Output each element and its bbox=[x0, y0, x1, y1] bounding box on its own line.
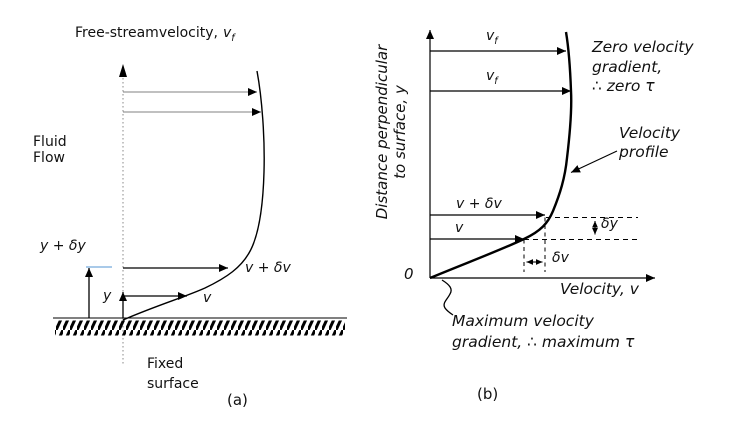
b-x-axis-title: Velocity, v bbox=[560, 280, 639, 298]
b-vf-bottom-symbol: v bbox=[486, 68, 495, 84]
b-vf-top-subscript: f bbox=[494, 35, 498, 47]
a-free-stream-symbol: v bbox=[223, 25, 232, 41]
b-max-gradient-note: Maximum velocity gradient, ∴ maximum τ bbox=[452, 311, 634, 353]
b-zero-gradient-line1: Zero velocity bbox=[592, 38, 694, 56]
a-fixed-surface-line2: surface bbox=[147, 376, 199, 392]
a-fluid-flow-line1: Fluid bbox=[33, 134, 67, 150]
a-surface-hatching bbox=[55, 320, 345, 336]
a-free-stream-text: Free-streamvelocity, bbox=[75, 25, 218, 41]
a-v-plus-dv-label: v + δv bbox=[245, 260, 291, 276]
caption-a: (a) bbox=[227, 391, 248, 409]
a-free-stream-subscript: f bbox=[231, 32, 235, 44]
b-max-gradient-line2: gradient, ∴ maximum τ bbox=[452, 333, 635, 351]
b-vf-top-symbol: v bbox=[486, 28, 495, 44]
a-fluid-flow-label: Fluid Flow bbox=[33, 134, 67, 166]
diagram-b-lines bbox=[426, 30, 655, 316]
a-fluid-flow-line2: Flow bbox=[33, 150, 65, 166]
b-max-gradient-line1: Maximum velocity bbox=[452, 312, 594, 330]
a-y-label: y bbox=[103, 288, 112, 304]
b-y-axis-title: Distance perpendicular to surface, y bbox=[373, 22, 411, 242]
b-vf-label-top: vf bbox=[486, 28, 498, 48]
b-zero-gradient-note: Zero velocity gradient, ∴ zero τ bbox=[592, 38, 694, 97]
a-v-label: v bbox=[203, 290, 212, 306]
b-velocity-profile-curve bbox=[429, 31, 573, 280]
b-velocity-profile-note: Velocity profile bbox=[619, 124, 680, 162]
b-velocity-profile-pointer-arrow bbox=[570, 150, 618, 173]
a-velocity-profile-curve bbox=[122, 70, 265, 321]
b-delta-v-label: δv bbox=[552, 250, 569, 266]
a-fixed-surface-line1: Fixed bbox=[147, 356, 184, 372]
a-axis-arrowhead-icon bbox=[119, 64, 127, 77]
b-max-gradient-squiggle-pointer bbox=[441, 279, 454, 316]
a-y-plus-dy-label: y + δy bbox=[40, 238, 86, 254]
b-zero-gradient-line2: gradient, bbox=[592, 57, 663, 76]
b-vf-bottom-subscript: f bbox=[494, 75, 498, 87]
b-vf-label-bottom: vf bbox=[486, 68, 498, 88]
a-fixed-surface-label: Fixed surface bbox=[147, 354, 199, 394]
b-delta-y-label: δy bbox=[601, 216, 618, 232]
diagram-a-lines bbox=[53, 64, 347, 365]
b-velocity-profile-line1: Velocity bbox=[619, 124, 681, 142]
b-y-axis-title-line1: Distance perpendicular bbox=[373, 44, 391, 220]
b-v-label: v bbox=[455, 220, 464, 236]
b-y-axis-title-line2: to surface, y bbox=[391, 85, 409, 179]
b-velocity-profile-line2: profile bbox=[619, 143, 669, 161]
b-zero-gradient-line3: ∴ zero τ bbox=[592, 77, 655, 95]
caption-b: (b) bbox=[477, 385, 499, 403]
a-free-stream-velocity-label: Free-streamvelocity, vf bbox=[75, 25, 235, 45]
b-v-plus-dv-label: v + δv bbox=[456, 196, 502, 212]
b-origin-label: 0 bbox=[404, 265, 414, 283]
